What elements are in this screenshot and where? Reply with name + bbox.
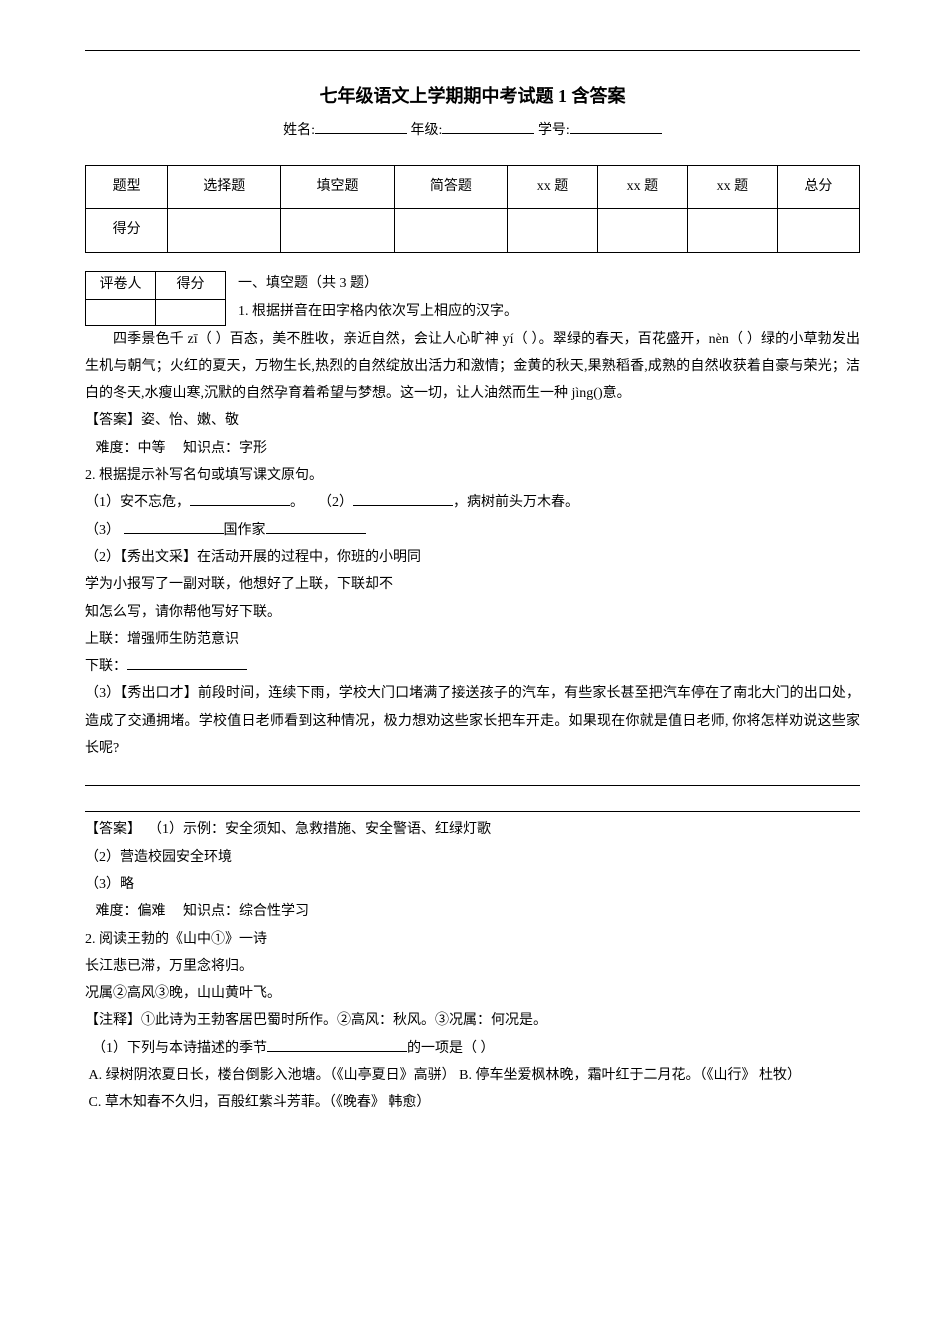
q3-meta: 难度：偏难 知识点：综合性学习	[85, 898, 860, 925]
q2-blank3a	[124, 520, 224, 534]
grader-header-row: 评卷人 得分	[86, 271, 226, 299]
q3-answer-label: 【答案】	[85, 822, 141, 837]
score-table: 题型 选择题 填空题 简答题 xx 题 xx 题 xx 题 总分 得分	[85, 165, 860, 253]
col-xx2: xx 题	[597, 165, 687, 209]
table-score-row: 得分	[86, 209, 860, 253]
col-xx3: xx 题	[687, 165, 777, 209]
grade-label: 年级:	[411, 123, 443, 138]
id-label: 学号:	[538, 123, 570, 138]
xialian-label: 下联：	[85, 659, 127, 674]
answer-line-2	[85, 790, 860, 812]
score-cell	[168, 209, 281, 253]
q2-item1-post: 。	[290, 495, 304, 510]
q3-text: （3）【秀出口才】前段时间，连续下雨，学校大门口堵满了接送孩子的汽车，有些家长甚…	[85, 680, 860, 762]
opt-a: A. 绿树阴浓夏日长，楼台倒影入池塘。（《山亭夏日》高骈）	[89, 1068, 456, 1083]
q3-knowledge: 知识点：综合性学习	[183, 904, 309, 919]
q1-difficulty: 难度：中等	[96, 441, 166, 456]
xiuwencai-line3: 知怎么写，请你帮他写好下联。	[85, 599, 860, 626]
sub1-blank	[267, 1038, 407, 1052]
student-info-line: 姓名: 年级: 学号:	[85, 117, 860, 145]
shanglian: 上联：增强师生防范意识	[85, 626, 860, 653]
top-border-line	[85, 50, 860, 51]
answer-line-1	[85, 764, 860, 786]
option-c: C. 草木知春不久归，百般红紫斗芳菲。（《晚春》 韩愈）	[85, 1089, 860, 1116]
q2-blank3b	[266, 520, 366, 534]
q2-blank1	[190, 492, 290, 506]
score-cell	[777, 209, 859, 253]
q2-item1-pre: （1）安不忘危，	[85, 495, 190, 510]
q2-item2-post: ，病树前头万木春。	[453, 495, 579, 510]
q1-text: 四季景色千 zī（ ）百态，美不胜收，亲近自然，会让人心旷神 yí（ ）。翠绿的…	[85, 326, 860, 408]
opt-c: C. 草木知春不久归，百般红紫斗芳菲。（《晚春》 韩愈）	[89, 1095, 431, 1110]
q1-meta: 难度：中等 知识点：字形	[85, 435, 860, 462]
score-cell	[597, 209, 687, 253]
name-blank	[315, 117, 407, 134]
sub1-pre: （1）下列与本诗描述的季节	[92, 1041, 267, 1056]
grader-cell	[156, 299, 226, 325]
q2-item3-mid: 国作家	[224, 523, 266, 538]
poem-line1: 长江悲已滞，万里念将归。	[85, 953, 860, 980]
q2-item3: （3） 国作家	[85, 517, 860, 544]
q2-item2-pre: （2）	[318, 495, 353, 510]
score-cell	[281, 209, 394, 253]
q2-items: （1）安不忘危， 。 （2） ，病树前头万木春。	[85, 489, 860, 516]
q3-answer2: （2）营造校园安全环境	[85, 844, 860, 871]
name-label: 姓名:	[283, 123, 315, 138]
score-label: 得分	[86, 209, 168, 253]
poem-line2: 况属②高风③晚，山山黄叶飞。	[85, 980, 860, 1007]
sub1: （1）下列与本诗描述的季节 的一项是（ ）	[85, 1035, 860, 1062]
q3-answer3: （3）略	[85, 871, 860, 898]
score-cell	[394, 209, 507, 253]
grader-label: 评卷人	[86, 271, 156, 299]
grader-table: 评卷人 得分	[85, 271, 226, 326]
xiuwencai-line1: （2）【秀出文采】在活动开展的过程中，你班的小明同	[85, 544, 860, 571]
grader-empty-row	[86, 299, 226, 325]
xialian: 下联：	[85, 653, 860, 680]
grader-cell	[86, 299, 156, 325]
q3-answer1: （1）示例：安全须知、急救措施、安全警语、红绿灯歌	[148, 822, 491, 837]
table-header-row: 题型 选择题 填空题 简答题 xx 题 xx 题 xx 题 总分	[86, 165, 860, 209]
xiuwencai-line2: 学为小报写了一副对联，他想好了上联，下联却不	[85, 571, 860, 598]
poem-notes: 【注释】①此诗为王勃客居巴蜀时所作。②高风：秋风。③况属：何况是。	[85, 1007, 860, 1034]
col-total: 总分	[777, 165, 859, 209]
q3-answer-header: 【答案】 （1）示例：安全须知、急救措施、安全警语、红绿灯歌	[85, 816, 860, 843]
q2-item3-pre: （3）	[85, 523, 120, 538]
id-blank	[570, 117, 662, 134]
col-fill: 填空题	[281, 165, 394, 209]
q3-difficulty: 难度：偏难	[96, 904, 166, 919]
sub1-post: 的一项是（ ）	[407, 1041, 495, 1056]
q1-answer: 【答案】姿、怡、嫩、敬	[85, 407, 860, 434]
q2-blank2	[353, 492, 453, 506]
xialian-blank	[127, 656, 247, 670]
q2-label: 2. 根据提示补写名句或填写课文原句。	[85, 462, 860, 489]
col-choice: 选择题	[168, 165, 281, 209]
page-title: 七年级语文上学期期中考试题 1 含答案	[85, 79, 860, 113]
col-short: 简答题	[394, 165, 507, 209]
q1-knowledge: 知识点：字形	[183, 441, 267, 456]
score-cell	[507, 209, 597, 253]
options-ab: A. 绿树阴浓夏日长，楼台倒影入池塘。（《山亭夏日》高骈） B. 停车坐爱枫林晚…	[85, 1062, 860, 1089]
opt-b: B. 停车坐爱枫林晚，霜叶红于二月花。（《山行》 杜牧）	[459, 1068, 801, 1083]
grader-score-label: 得分	[156, 271, 226, 299]
col-type: 题型	[86, 165, 168, 209]
score-cell	[687, 209, 777, 253]
s2-q2-label: 2. 阅读王勃的《山中①》一诗	[85, 926, 860, 953]
grade-blank	[442, 117, 534, 134]
col-xx1: xx 题	[507, 165, 597, 209]
